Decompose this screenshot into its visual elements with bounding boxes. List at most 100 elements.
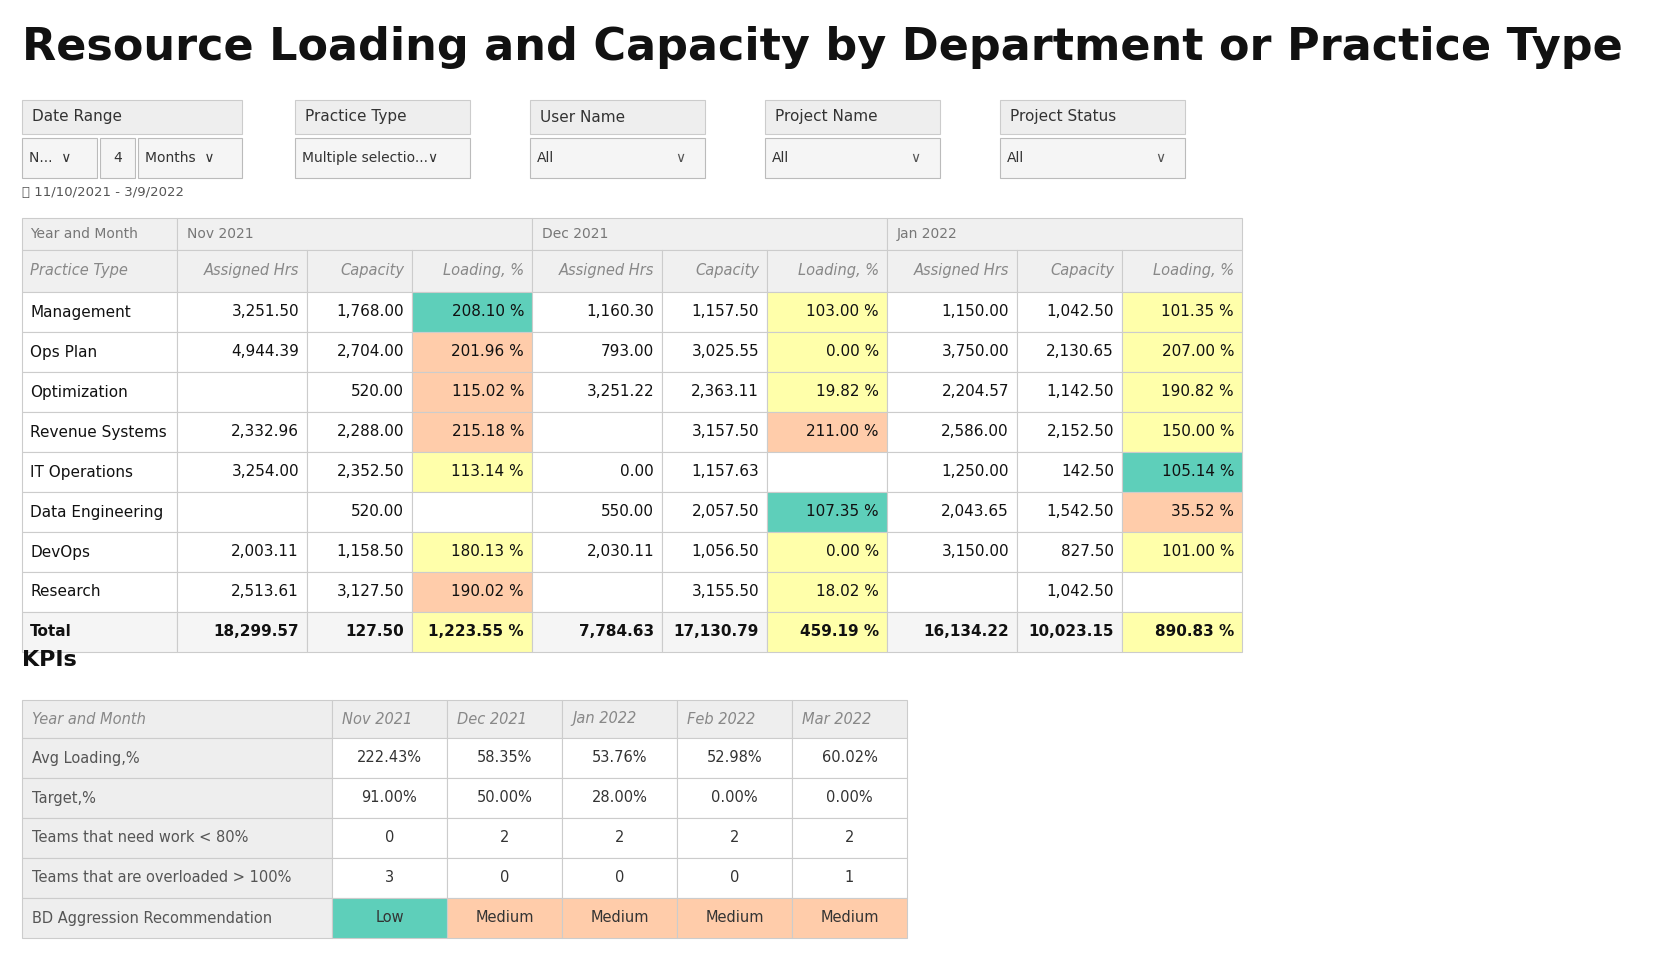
- Text: Revenue Systems: Revenue Systems: [30, 425, 166, 439]
- Bar: [447, 700, 562, 738]
- Bar: [766, 412, 888, 452]
- Bar: [532, 250, 661, 292]
- Text: N...  ∨: N... ∨: [28, 151, 71, 165]
- Bar: [532, 612, 661, 652]
- Bar: [22, 700, 332, 738]
- Bar: [176, 332, 307, 372]
- Text: 0.00: 0.00: [620, 465, 655, 479]
- Text: 2,003.11: 2,003.11: [231, 545, 299, 559]
- Text: Assigned Hrs: Assigned Hrs: [558, 264, 655, 278]
- Bar: [661, 532, 766, 572]
- Bar: [1017, 292, 1122, 332]
- Text: Mar 2022: Mar 2022: [803, 712, 871, 726]
- Bar: [888, 218, 1242, 250]
- Text: 1,142.50: 1,142.50: [1047, 385, 1114, 399]
- Text: 1,542.50: 1,542.50: [1047, 505, 1114, 519]
- Bar: [1122, 612, 1242, 652]
- Text: 105.14 %: 105.14 %: [1162, 465, 1233, 479]
- Text: 107.35 %: 107.35 %: [806, 505, 879, 519]
- Bar: [22, 738, 332, 778]
- Text: BD Aggression Recommendation: BD Aggression Recommendation: [32, 911, 273, 925]
- Bar: [532, 218, 888, 250]
- Bar: [888, 372, 1017, 412]
- Text: ∨: ∨: [909, 151, 921, 165]
- Text: 0: 0: [615, 871, 625, 885]
- Bar: [176, 572, 307, 612]
- Text: Optimization: Optimization: [30, 385, 128, 399]
- Text: 10,023.15: 10,023.15: [1029, 625, 1114, 639]
- Text: 1,250.00: 1,250.00: [941, 465, 1009, 479]
- Bar: [1017, 612, 1122, 652]
- Bar: [307, 250, 412, 292]
- Text: Loading, %: Loading, %: [1153, 264, 1233, 278]
- Bar: [766, 292, 888, 332]
- Bar: [176, 492, 307, 532]
- Bar: [176, 612, 307, 652]
- Text: 3: 3: [386, 871, 394, 885]
- Text: Nov 2021: Nov 2021: [188, 227, 254, 241]
- Text: ∨: ∨: [675, 151, 685, 165]
- Text: Feb 2022: Feb 2022: [686, 712, 755, 726]
- Bar: [22, 818, 332, 858]
- Text: 1,157.63: 1,157.63: [691, 465, 760, 479]
- Text: 211.00 %: 211.00 %: [806, 425, 879, 439]
- Text: 3,127.50: 3,127.50: [336, 585, 404, 599]
- Text: 101.00 %: 101.00 %: [1162, 545, 1233, 559]
- Bar: [22, 332, 176, 372]
- Text: 2: 2: [500, 831, 509, 845]
- Bar: [888, 292, 1017, 332]
- Bar: [176, 250, 307, 292]
- Bar: [22, 532, 176, 572]
- Text: 207.00 %: 207.00 %: [1162, 345, 1233, 359]
- Bar: [176, 532, 307, 572]
- Bar: [562, 738, 676, 778]
- Text: Year and Month: Year and Month: [32, 712, 146, 726]
- Text: 1,042.50: 1,042.50: [1047, 585, 1114, 599]
- Text: 3,254.00: 3,254.00: [231, 465, 299, 479]
- Text: 113.14 %: 113.14 %: [452, 465, 524, 479]
- Text: 0: 0: [386, 831, 394, 845]
- Text: Data Engineering: Data Engineering: [30, 505, 163, 519]
- Text: Project Status: Project Status: [1010, 109, 1117, 125]
- Text: All: All: [773, 151, 789, 165]
- Text: 0.00%: 0.00%: [826, 791, 873, 805]
- Text: 0.00%: 0.00%: [711, 791, 758, 805]
- Bar: [307, 452, 412, 492]
- Bar: [176, 412, 307, 452]
- Text: 520.00: 520.00: [351, 505, 404, 519]
- Text: Dec 2021: Dec 2021: [457, 712, 527, 726]
- Text: 2,352.50: 2,352.50: [336, 465, 404, 479]
- Text: 0.00 %: 0.00 %: [826, 545, 879, 559]
- Bar: [412, 572, 532, 612]
- Bar: [888, 412, 1017, 452]
- Text: 19.82 %: 19.82 %: [816, 385, 879, 399]
- Text: 3,251.22: 3,251.22: [587, 385, 655, 399]
- Bar: [766, 250, 888, 292]
- Text: 52.98%: 52.98%: [706, 751, 763, 765]
- Text: 7,784.63: 7,784.63: [578, 625, 655, 639]
- Text: Nov 2021: Nov 2021: [342, 712, 412, 726]
- Bar: [765, 138, 941, 178]
- Bar: [661, 412, 766, 452]
- Text: 0: 0: [500, 871, 509, 885]
- Bar: [793, 738, 907, 778]
- Bar: [332, 700, 447, 738]
- Bar: [766, 452, 888, 492]
- Bar: [447, 898, 562, 938]
- Bar: [22, 412, 176, 452]
- Bar: [1001, 138, 1185, 178]
- Text: 208.10 %: 208.10 %: [452, 305, 524, 319]
- Bar: [562, 858, 676, 898]
- Bar: [532, 452, 661, 492]
- Bar: [793, 858, 907, 898]
- Bar: [447, 738, 562, 778]
- Text: 2,057.50: 2,057.50: [691, 505, 760, 519]
- Text: 215.18 %: 215.18 %: [452, 425, 524, 439]
- Text: 2,586.00: 2,586.00: [941, 425, 1009, 439]
- Text: 101.35 %: 101.35 %: [1162, 305, 1233, 319]
- Bar: [1122, 532, 1242, 572]
- Text: Project Name: Project Name: [774, 109, 878, 125]
- Text: Avg Loading,%: Avg Loading,%: [32, 751, 140, 765]
- Text: 1,056.50: 1,056.50: [691, 545, 760, 559]
- Text: 2,130.65: 2,130.65: [1047, 345, 1114, 359]
